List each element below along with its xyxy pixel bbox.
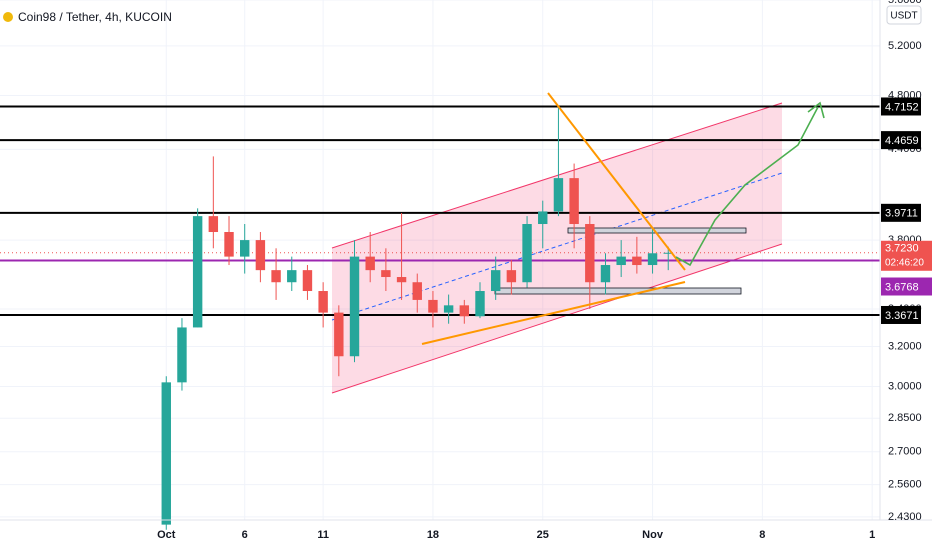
y-tick-label: 2.8500 xyxy=(888,412,922,424)
candle-body xyxy=(349,256,360,357)
forecast-arrow xyxy=(807,101,825,119)
marker-label-box xyxy=(881,277,932,296)
candle-body xyxy=(522,224,532,283)
candle-body xyxy=(208,216,219,233)
candle-body xyxy=(365,256,375,271)
countdown: 02:46:20 xyxy=(885,257,924,268)
level-label: 4.7152 xyxy=(885,101,919,113)
zone-box xyxy=(494,287,742,295)
candles xyxy=(161,105,673,530)
y-tick-label: 5.6000 xyxy=(888,0,922,6)
candle-body xyxy=(663,252,673,254)
trend-line xyxy=(421,281,686,345)
candle-body xyxy=(538,211,548,225)
candle-body xyxy=(161,382,171,525)
level-label: 4.4659 xyxy=(885,135,919,147)
levels xyxy=(0,105,880,316)
candle-body xyxy=(585,224,595,283)
trend-line xyxy=(547,92,686,271)
forecast-path xyxy=(675,106,819,267)
y-tick-label: 2.7000 xyxy=(888,446,922,458)
x-tick-label: 1 xyxy=(869,529,875,541)
candle-body xyxy=(302,270,313,292)
candle-body xyxy=(381,270,391,278)
channel-fill xyxy=(332,103,782,393)
drawings-top xyxy=(421,92,825,345)
candle-body xyxy=(647,253,658,266)
level-label-box xyxy=(881,305,921,324)
level-label-box xyxy=(881,131,921,150)
candle-body xyxy=(553,178,564,212)
candle-body xyxy=(318,291,328,313)
x-tick-label: 11 xyxy=(317,529,329,541)
candle-body xyxy=(396,277,407,283)
candle-body xyxy=(506,270,517,283)
channel-top xyxy=(331,102,783,249)
y-tick-label: 3.2000 xyxy=(888,340,922,352)
level-label: 3.3671 xyxy=(885,310,919,322)
candle-body xyxy=(428,299,438,313)
candle-body xyxy=(600,265,611,283)
channel-mid xyxy=(331,172,783,321)
candle-body xyxy=(240,240,250,257)
candle-body xyxy=(192,216,203,328)
x-tick-label: Oct xyxy=(157,529,176,541)
channel-bottom xyxy=(331,243,783,394)
candle-body xyxy=(224,232,234,257)
marker-label: 3.6768 xyxy=(885,281,919,293)
coin-icon xyxy=(3,12,13,22)
last-price-label: 3.7230 xyxy=(885,243,919,255)
candle-body xyxy=(459,305,470,317)
candle-body xyxy=(490,270,501,292)
candle-body xyxy=(412,282,422,300)
x-tick-label: 18 xyxy=(427,529,439,541)
y-tick-label: 2.4300 xyxy=(888,511,922,523)
x-tick-label: 6 xyxy=(242,529,248,541)
x-tick-label: 25 xyxy=(537,529,549,541)
y-tick-label: 5.2000 xyxy=(888,40,922,52)
candle-body xyxy=(177,327,187,383)
currency-box xyxy=(886,5,922,25)
candle-body xyxy=(616,256,626,266)
y-tick-label: 2.5600 xyxy=(888,479,922,491)
x-tick-label: Nov xyxy=(642,529,664,541)
candle-body xyxy=(287,270,297,283)
level-label-box xyxy=(881,97,921,116)
y-tick-label: 3.0000 xyxy=(888,380,922,392)
candle-body xyxy=(632,256,642,266)
candle-body xyxy=(443,305,454,313)
currency: USDT xyxy=(890,11,917,22)
drawings xyxy=(331,102,783,394)
candle-body xyxy=(569,178,579,225)
x-tick-label: 8 xyxy=(759,529,765,541)
level-label-box xyxy=(881,203,921,222)
candle-body xyxy=(255,240,266,271)
level-label: 3.9711 xyxy=(885,208,918,220)
candle-body xyxy=(475,291,485,317)
candle-body xyxy=(334,312,344,357)
last-price-box xyxy=(881,240,932,271)
candle-body xyxy=(271,270,281,283)
chart-title: Coin98 / Tether, 4h, KUCOIN xyxy=(18,10,172,24)
